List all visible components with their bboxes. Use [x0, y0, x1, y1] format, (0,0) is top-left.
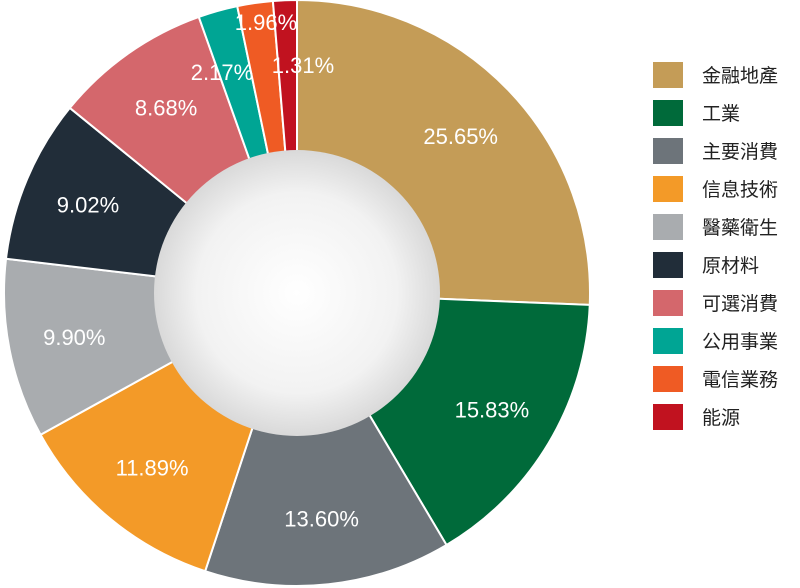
legend-label-7: 公用事業: [702, 331, 778, 353]
legend-swatch-2: [653, 138, 683, 164]
slice-label-7: 2.17%: [191, 60, 253, 85]
slice-label-6: 8.68%: [135, 96, 197, 121]
slice-label-2: 13.60%: [284, 507, 359, 532]
legend-label-3: 信息技術: [702, 179, 778, 201]
legend-label-5: 原材料: [702, 255, 759, 277]
slice-label-0: 25.65%: [423, 124, 498, 149]
legend-label-6: 可選消費: [702, 293, 778, 315]
legend-label-2: 主要消費: [702, 141, 778, 163]
slice-label-1: 15.83%: [455, 397, 530, 422]
donut-hole: [154, 150, 440, 436]
slice-label-9: 1.31%: [272, 53, 334, 78]
legend-swatch-6: [653, 290, 683, 316]
legend-label-1: 工業: [702, 103, 740, 125]
legend-label-0: 金融地產: [702, 65, 778, 87]
legend-swatch-3: [653, 176, 683, 202]
slice-label-8: 1.96%: [235, 10, 297, 35]
slice-label-5: 9.02%: [57, 193, 119, 218]
legend-swatch-5: [653, 252, 683, 278]
slices-group: [3, 0, 591, 587]
legend-swatch-9: [653, 404, 683, 430]
legend-swatch-7: [653, 328, 683, 354]
legend-label-4: 醫藥衛生: [702, 217, 778, 239]
slice-label-4: 9.90%: [43, 325, 105, 350]
legend-label-8: 電信業務: [702, 369, 778, 391]
slice-2: [203, 290, 448, 587]
legend-swatch-8: [653, 366, 683, 392]
slice-label-3: 11.89%: [116, 456, 189, 481]
legend-swatch-0: [653, 62, 683, 88]
legend-swatch-1: [653, 100, 683, 126]
legend-swatch-4: [653, 214, 683, 240]
legend-label-9: 能源: [702, 407, 740, 429]
slice-labels-group: 25.65% 15.83% 13.60% 11.89% 9.90% 9.02% 8.68% 2…: [43, 10, 529, 532]
